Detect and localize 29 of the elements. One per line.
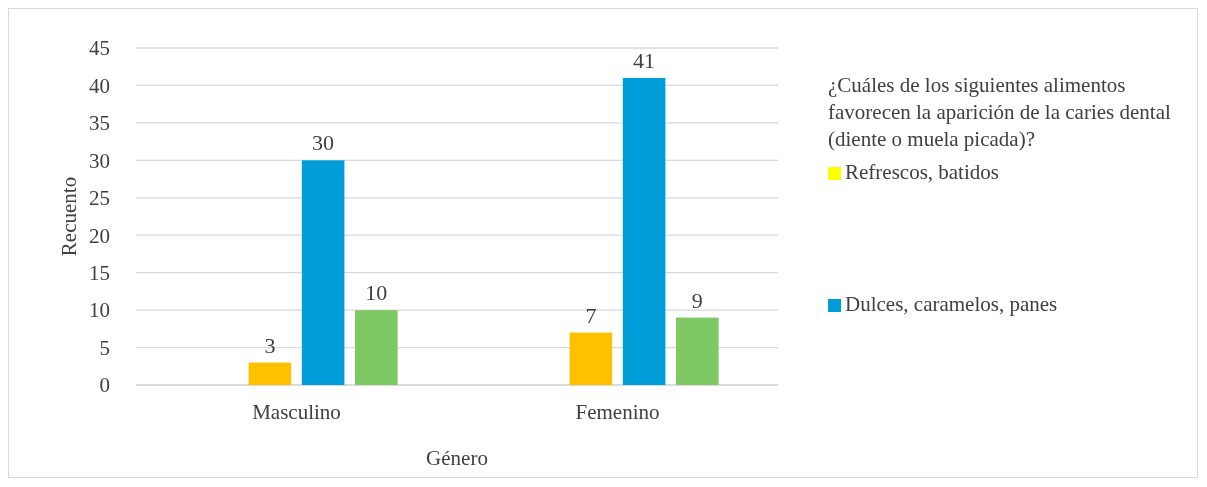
y-tick-label: 0 — [99, 373, 110, 398]
x-tick-label: Masculino — [252, 400, 341, 424]
y-tick-label: 15 — [89, 261, 110, 286]
y-tick-label: 40 — [89, 73, 110, 98]
y-tick-label: 30 — [89, 148, 110, 173]
y-tick-label: 10 — [89, 298, 110, 323]
y-tick-label: 5 — [99, 335, 110, 360]
y-tick-label: 20 — [89, 223, 110, 248]
data-label: 30 — [312, 130, 335, 156]
y-axis-title: Recuento — [57, 176, 81, 257]
bar — [676, 317, 719, 385]
y-tick-label: 35 — [89, 111, 110, 136]
bar — [301, 160, 345, 385]
y-tick-label: 45 — [89, 36, 110, 61]
legend-label: Refrescos, batidos — [845, 160, 999, 184]
legend-label: Dulces, caramelos, panes — [845, 292, 1058, 316]
bar — [248, 362, 292, 385]
bar — [569, 332, 613, 385]
bar — [355, 310, 398, 385]
data-label: 41 — [633, 47, 656, 73]
legend-title: ¿Cuáles de los siguientes alimentos favorecen la aparición de la caries dental (diente o muela picada)? — [828, 73, 1171, 151]
data-label: 9 — [691, 287, 703, 313]
data-label: 3 — [264, 332, 276, 358]
data-label: 10 — [365, 280, 388, 306]
bar — [622, 77, 666, 385]
data-label: 7 — [585, 302, 597, 328]
x-axis-title: Género — [426, 446, 488, 470]
y-tick-label: 25 — [89, 186, 110, 211]
x-tick-label: Femenino — [575, 400, 660, 424]
